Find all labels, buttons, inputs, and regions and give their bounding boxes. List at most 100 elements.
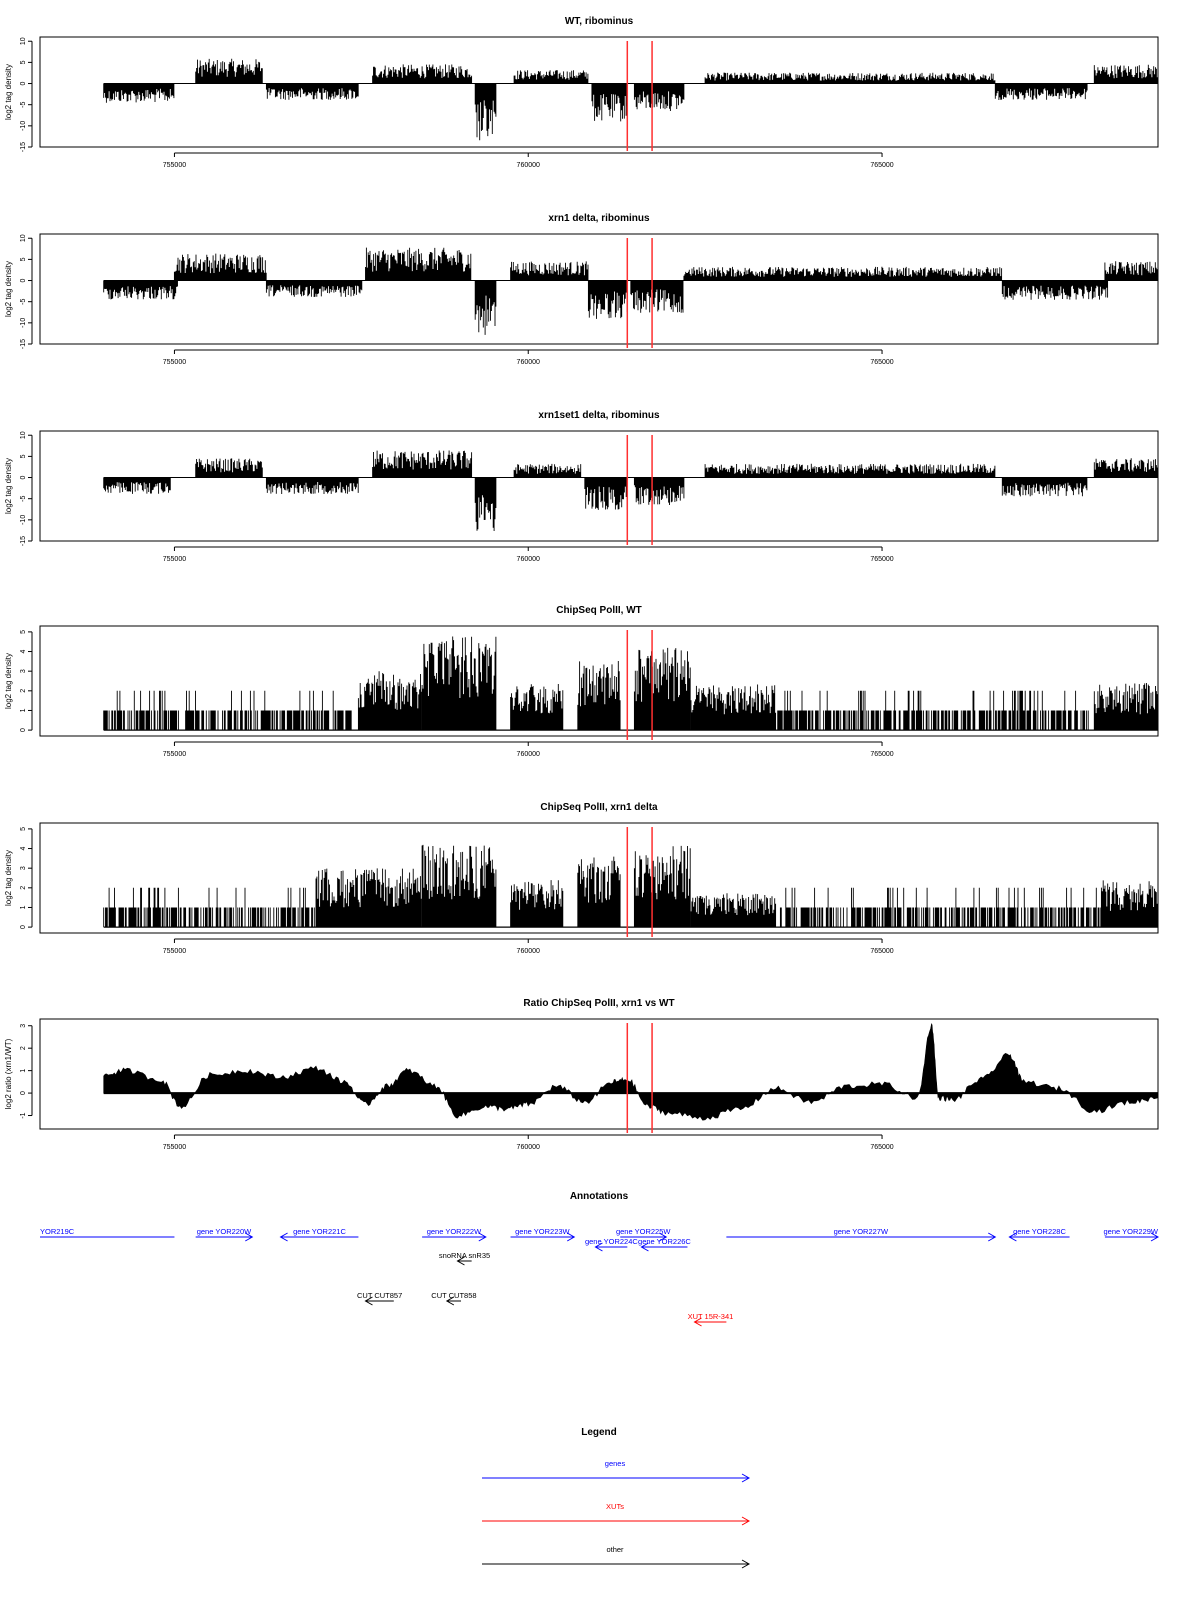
signal-segment bbox=[421, 844, 497, 928]
legend: Legend genes XUTs other bbox=[482, 1427, 751, 1569]
signal-segment bbox=[510, 261, 589, 281]
signal-segment bbox=[265, 477, 359, 494]
legend-label: genes bbox=[605, 1459, 626, 1468]
x-tick-label: 760000 bbox=[517, 556, 540, 563]
arrow-right-icon bbox=[245, 1232, 254, 1242]
signal-segment bbox=[474, 280, 497, 335]
arrow-right-icon bbox=[741, 1559, 751, 1569]
y-tick-label: 3 bbox=[20, 866, 27, 870]
y-axis-label: log2 tag density bbox=[4, 64, 13, 120]
signal-segment bbox=[173, 253, 267, 281]
y-axis-label: log2 ratio (xrn1/WT) bbox=[4, 1038, 13, 1109]
legend-label: other bbox=[606, 1545, 624, 1554]
track-panel-1: WT, ribominus -15 -10 -5 0 5 10 log2 tag densit… bbox=[4, 16, 1159, 169]
feature-label: gene YOR220W bbox=[197, 1227, 252, 1236]
x-tick-label: 755000 bbox=[163, 556, 186, 563]
y-tick-label: 0 bbox=[20, 278, 27, 282]
signal-segment bbox=[591, 83, 628, 122]
annotation-feature: gene YOR226C bbox=[638, 1237, 691, 1252]
y-tick-label: 0 bbox=[20, 1091, 27, 1095]
panel-title: xrn1 delta, ribominus bbox=[548, 213, 650, 224]
legend-entry: other bbox=[482, 1545, 751, 1569]
y-tick-label: -5 bbox=[20, 298, 27, 304]
signal-segment bbox=[103, 477, 171, 494]
track-panel-3: xrn1set1 delta, ribominus -15 -10 -5 0 5 10 log… bbox=[4, 410, 1159, 563]
y-axis-label: log2 tag density bbox=[4, 850, 13, 906]
track-panel-4: ChipSeq PolII, WT 0 1 2 3 4 5 log2 tag density 7… bbox=[4, 605, 1159, 758]
signal-segment bbox=[372, 64, 473, 84]
signal-segment bbox=[584, 477, 628, 510]
signal-segment bbox=[265, 280, 363, 297]
signal-segment bbox=[1001, 280, 1109, 300]
y-tick-label: 2 bbox=[20, 1046, 27, 1050]
signal-segment bbox=[633, 83, 685, 111]
y-tick-label: 1 bbox=[20, 905, 27, 909]
signal-segment bbox=[1093, 64, 1158, 84]
signal-segment bbox=[513, 70, 589, 84]
signal-segment bbox=[365, 247, 472, 281]
annotation-feature: CUT CUT857 bbox=[357, 1291, 402, 1306]
signal-segment bbox=[1093, 458, 1158, 478]
signal-segment bbox=[690, 684, 777, 731]
panel-title: ChipSeq PolII, xrn1 delta bbox=[540, 802, 658, 813]
annotation-feature: gene YOR225W bbox=[616, 1227, 671, 1242]
legend-label: XUTs bbox=[606, 1502, 624, 1511]
arrow-right-icon bbox=[566, 1232, 576, 1242]
annotation-feature: gene YOR228C bbox=[1008, 1227, 1070, 1242]
y-tick-label: 3 bbox=[20, 669, 27, 673]
signal-segment bbox=[633, 647, 691, 731]
plot-frame bbox=[39, 822, 1159, 934]
x-tick-label: 765000 bbox=[870, 359, 893, 366]
arrow-left-icon bbox=[279, 1232, 288, 1242]
signal-segment bbox=[103, 280, 178, 300]
y-tick-label: 4 bbox=[20, 649, 27, 653]
legend-title: Legend bbox=[581, 1427, 617, 1438]
y-axis-label: log2 tag density bbox=[4, 261, 13, 317]
signal-segment bbox=[513, 463, 582, 478]
x-tick-label: 765000 bbox=[870, 948, 893, 955]
signal-segment bbox=[690, 893, 777, 928]
signal-segment bbox=[510, 880, 564, 928]
signal-segment bbox=[103, 887, 315, 928]
x-tick-label: 755000 bbox=[163, 948, 186, 955]
signal-segment bbox=[195, 458, 263, 478]
feature-label: gene YOR223W bbox=[515, 1227, 570, 1236]
plot-frame bbox=[39, 36, 1159, 148]
annotation-feature: gene YOR220W bbox=[195, 1227, 254, 1242]
feature-label: gene YOR229W bbox=[1104, 1227, 1159, 1236]
panel-title: Ratio ChipSeq PolII, xrn1 vs WT bbox=[523, 998, 674, 1009]
arrow-right-icon bbox=[741, 1473, 751, 1483]
signal-segment bbox=[994, 83, 1088, 100]
y-axis-label: log2 tag density bbox=[4, 458, 13, 514]
track-panel-5: ChipSeq PolII, xrn1 delta 0 1 2 3 4 5 log2 tag … bbox=[4, 802, 1159, 955]
y-tick-label: -1 bbox=[20, 1112, 27, 1118]
arrow-right-icon bbox=[741, 1516, 751, 1526]
y-tick-label: 2 bbox=[20, 689, 27, 693]
x-tick-label: 755000 bbox=[163, 359, 186, 366]
annotation-feature: gene YOR224C bbox=[585, 1237, 638, 1252]
arrow-left-icon bbox=[445, 1296, 455, 1306]
x-tick-label: 760000 bbox=[517, 751, 540, 758]
signal-segment bbox=[1104, 261, 1158, 281]
feature-label: gene YOR224C bbox=[585, 1237, 638, 1246]
annotation-feature: gene YOR221C bbox=[279, 1227, 359, 1242]
y-tick-label: 0 bbox=[20, 728, 27, 732]
x-tick-label: 760000 bbox=[517, 359, 540, 366]
x-tick-label: 755000 bbox=[163, 162, 186, 169]
arrow-left-icon bbox=[456, 1256, 465, 1266]
y-tick-label: 5 bbox=[20, 827, 27, 831]
arrow-left-icon bbox=[594, 1242, 603, 1252]
y-tick-label: 5 bbox=[20, 60, 27, 64]
signal-segment bbox=[1001, 477, 1088, 497]
x-tick-label: 755000 bbox=[163, 1144, 186, 1151]
x-tick-label: 760000 bbox=[517, 1144, 540, 1151]
signal-segment bbox=[704, 72, 996, 84]
y-tick-label: 5 bbox=[20, 630, 27, 634]
y-tick-label: 0 bbox=[20, 81, 27, 85]
y-tick-label: -10 bbox=[20, 318, 27, 328]
arrow-right-icon bbox=[1150, 1232, 1160, 1242]
panel-title: WT, ribominus bbox=[565, 16, 634, 27]
x-tick-label: 765000 bbox=[870, 162, 893, 169]
